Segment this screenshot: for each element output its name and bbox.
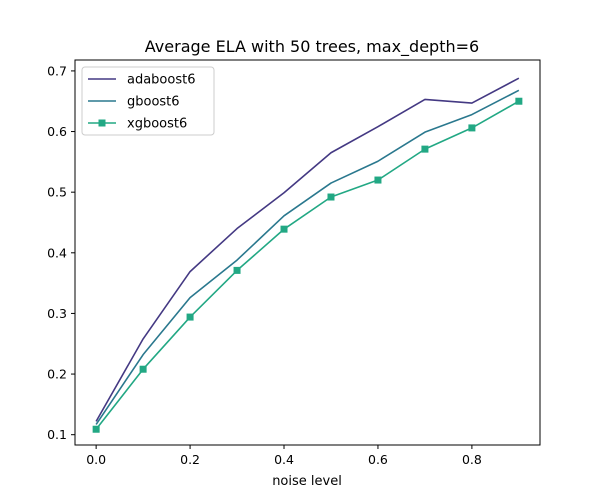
x-tick-label: 0.6 xyxy=(368,452,388,467)
data-point-xgboost6 xyxy=(186,313,194,321)
data-point-xgboost6 xyxy=(92,425,100,433)
data-point-xgboost6 xyxy=(468,124,476,132)
x-axis-ticks: 0.0 0.2 0.4 0.6 0.8 xyxy=(86,445,482,467)
y-tick-label: 0.2 xyxy=(47,367,67,382)
legend-marker-xgboost6 xyxy=(98,119,106,127)
x-axis-label: noise level xyxy=(272,474,342,489)
data-point-xgboost6 xyxy=(421,145,429,153)
series-line-xgboost6 xyxy=(95,100,520,430)
data-point-xgboost6 xyxy=(327,193,335,201)
y-axis-ticks: 0.1 0.2 0.3 0.4 0.5 0.6 0.7 xyxy=(47,63,75,442)
chart-title: Average ELA with 50 trees, max_depth=6 xyxy=(145,37,479,57)
series-line-adaboost6 xyxy=(95,77,520,422)
x-tick-label: 0.8 xyxy=(462,452,482,467)
y-tick-label: 0.4 xyxy=(47,245,67,260)
y-tick-label: 0.6 xyxy=(47,124,67,139)
plot-lines xyxy=(92,77,523,433)
data-point-xgboost6 xyxy=(374,176,382,184)
x-tick-label: 0.4 xyxy=(274,452,294,467)
y-tick-label: 0.7 xyxy=(47,63,67,78)
legend-label-adaboost6: adaboost6 xyxy=(127,73,196,88)
y-tick-label: 0.1 xyxy=(47,427,67,442)
data-point-xgboost6 xyxy=(515,97,523,105)
legend-label-xgboost6: xgboost6 xyxy=(127,117,187,132)
x-tick-label: 0.0 xyxy=(86,452,106,467)
y-tick-label: 0.5 xyxy=(47,185,67,200)
x-tick-label: 0.2 xyxy=(180,452,200,467)
legend: adaboost6 gboost6 xgboost6 xyxy=(81,66,215,136)
legend-label-gboost6: gboost6 xyxy=(127,95,180,110)
data-point-xgboost6 xyxy=(233,266,241,274)
data-point-xgboost6 xyxy=(280,225,288,233)
data-point-xgboost6 xyxy=(139,365,147,373)
series-line-gboost6 xyxy=(95,89,520,425)
legend-box xyxy=(81,66,215,136)
plot-frame xyxy=(74,59,541,446)
y-tick-label: 0.3 xyxy=(47,306,67,321)
